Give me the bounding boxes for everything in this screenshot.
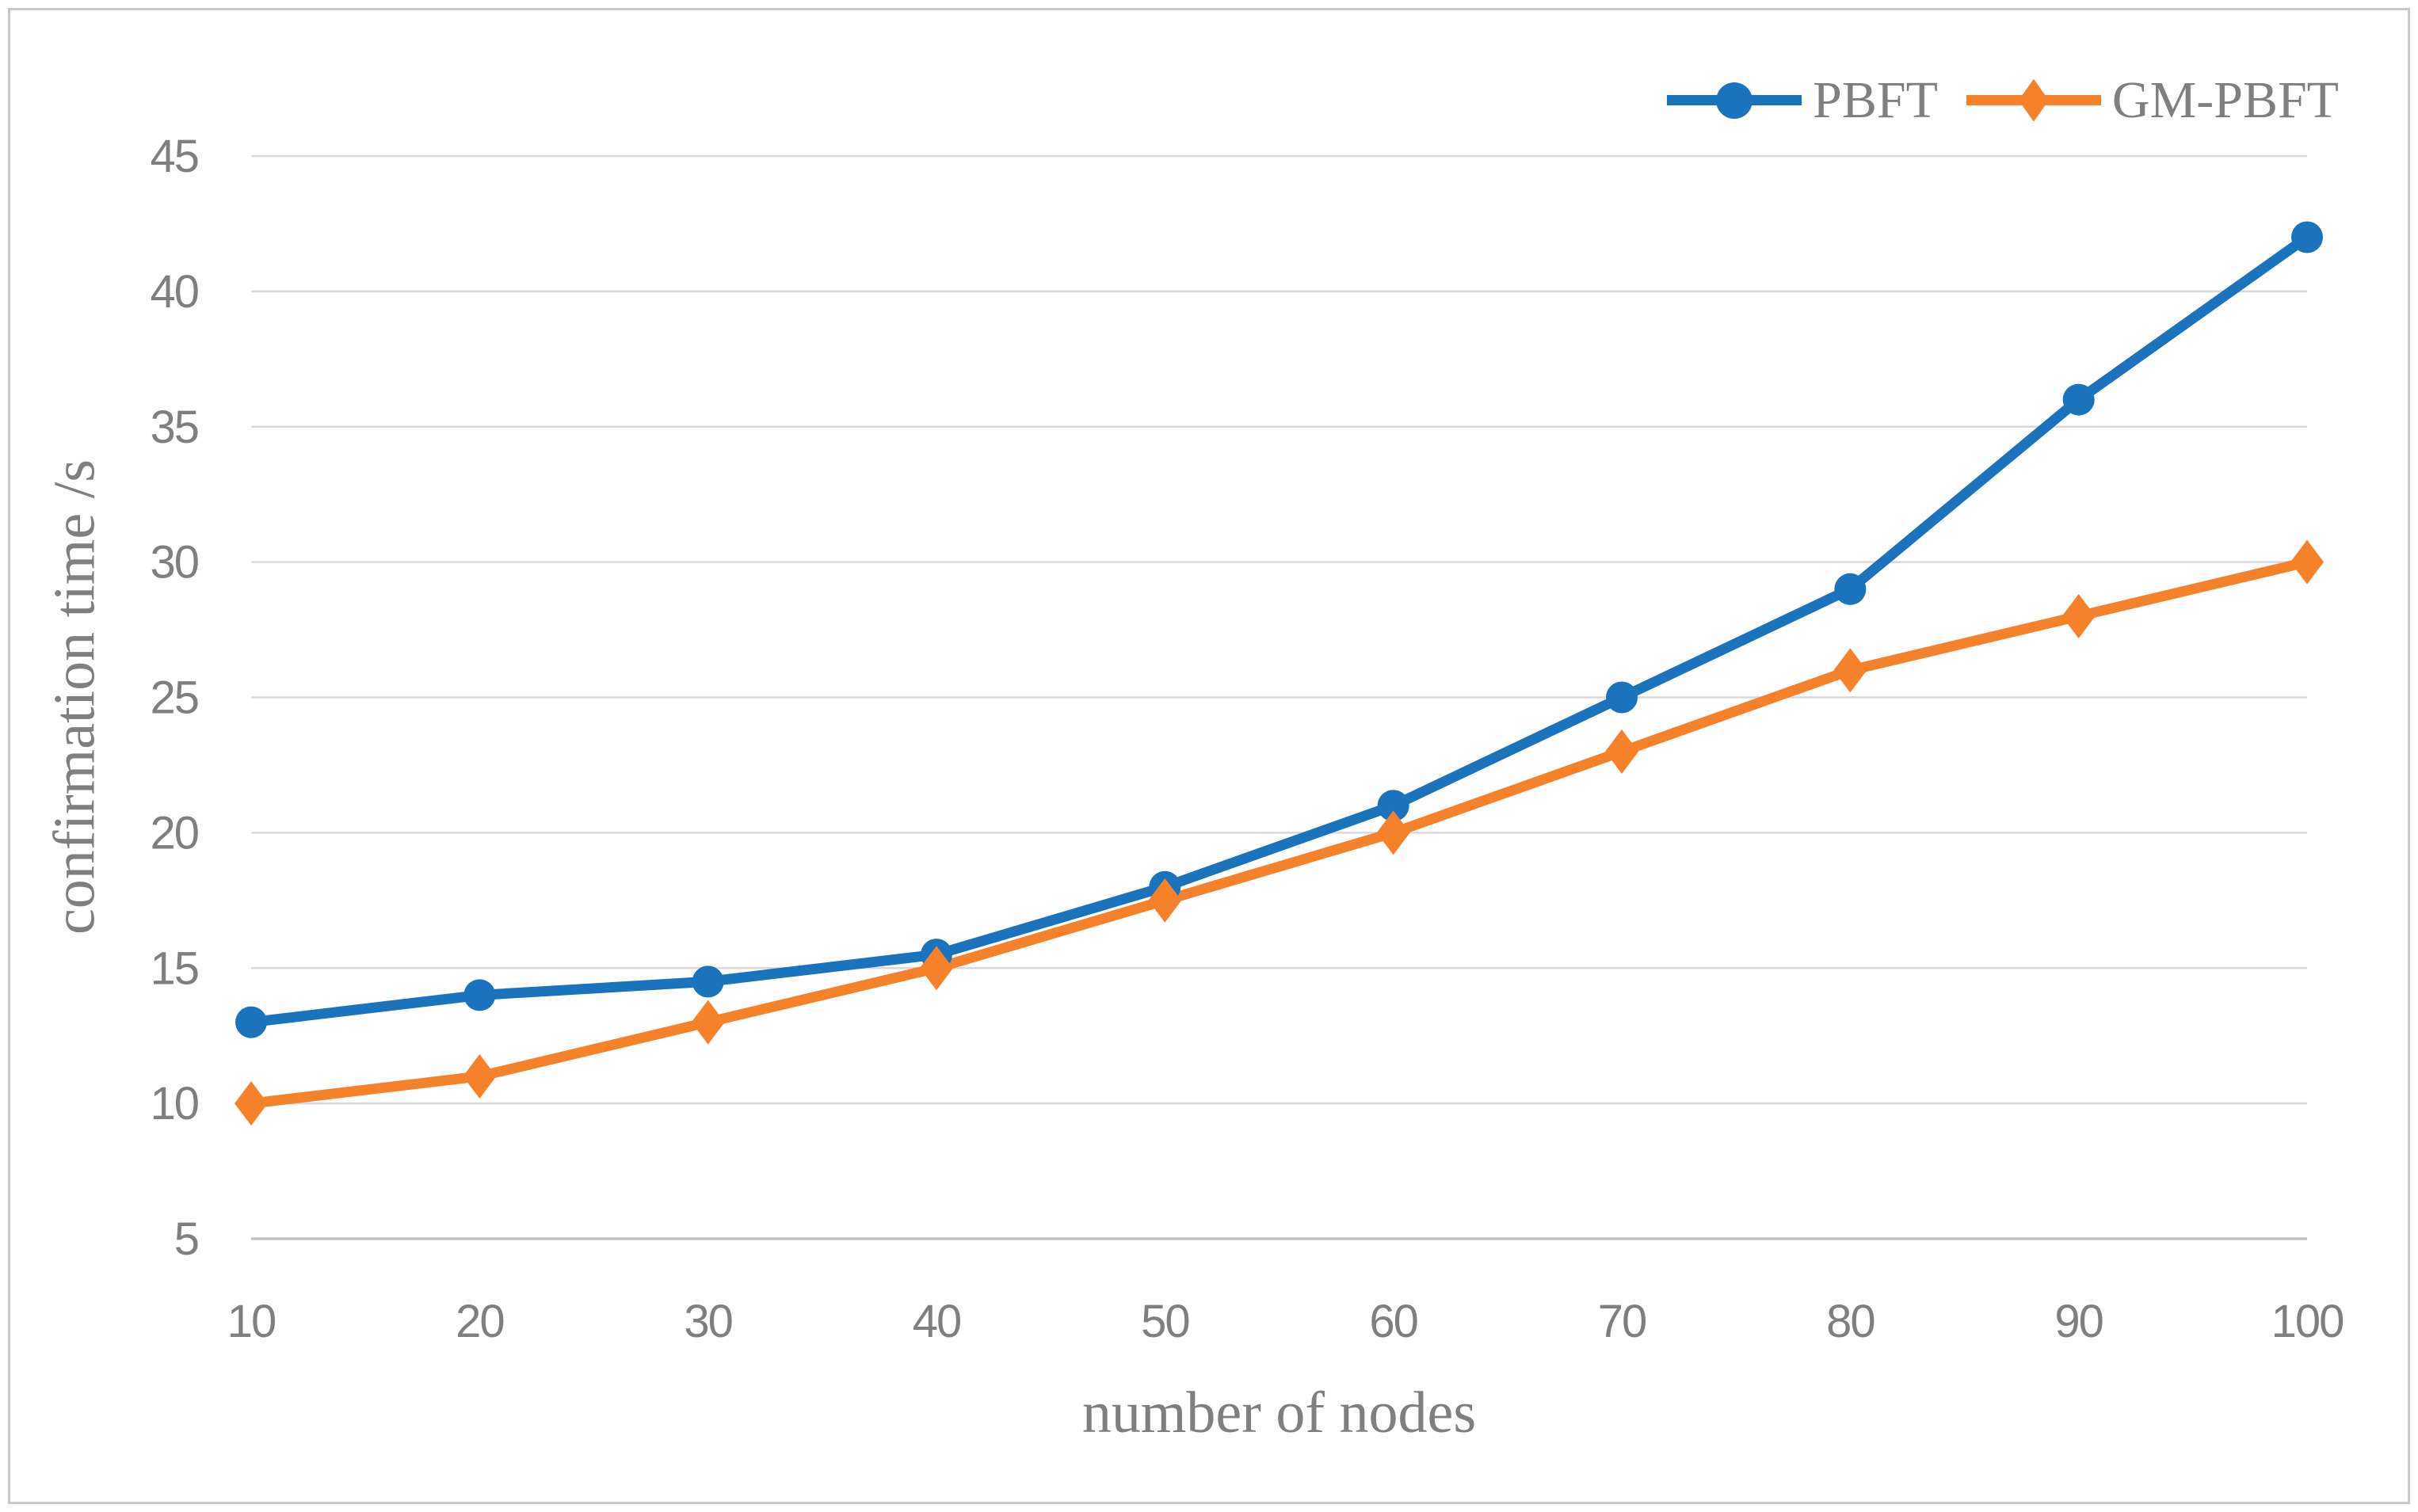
x-tick-label: 10 (227, 1296, 276, 1347)
x-tick-label: 60 (1369, 1296, 1417, 1347)
series-GM-PBFT-marker (463, 1053, 497, 1099)
series-GM-PBFT-line (246, 557, 2313, 1109)
series-GM-PBFT-marker (2290, 539, 2324, 585)
series-GM-PBFT-marker (2061, 593, 2096, 638)
chart-border-frame (8, 8, 2410, 1504)
x-tick-label: 80 (1826, 1296, 1875, 1347)
y-tick-label: 10 (150, 1078, 198, 1129)
gm-pbft-legend-swatch (1966, 78, 2101, 123)
series-PBFT-marker (1834, 573, 1867, 605)
x-tick-label: 100 (2271, 1296, 2344, 1347)
legend-label-pbft: PBFT (1813, 71, 1938, 129)
series-PBFT-marker (692, 965, 724, 998)
series-GM-PBFT-marker (235, 1081, 268, 1126)
x-tick-label: 30 (684, 1296, 732, 1347)
pbft-legend-swatch (1667, 78, 1802, 123)
x-tick-label: 90 (2054, 1296, 2103, 1347)
series-GM-PBFT-marker (920, 946, 953, 991)
x-tick-label: 20 (456, 1296, 504, 1347)
series-PBFT-marker (1377, 790, 1409, 822)
legend: PBFT GM-PBFT (1667, 73, 2339, 128)
y-axis-title: confirmation time /s (42, 459, 108, 935)
y-tick-label: 35 (150, 402, 198, 453)
series-PBFT-marker (463, 979, 496, 1011)
x-tick-label: 70 (1598, 1296, 1646, 1347)
series-PBFT-marker (2291, 221, 2323, 253)
legend-item-gm-pbft: GM-PBFT (1966, 73, 2339, 128)
x-axis-title: number of nodes (1081, 1381, 1477, 1445)
x-tick-label: 50 (1141, 1296, 1189, 1347)
series-PBFT-marker (235, 1006, 267, 1038)
y-tick-label: 15 (150, 943, 198, 994)
x-tick-label: 40 (913, 1296, 961, 1347)
series-GM-PBFT-marker (1376, 810, 1410, 855)
series-PBFT-marker (2062, 383, 2095, 416)
y-tick-label: 45 (150, 131, 198, 182)
y-tick-label: 30 (150, 537, 198, 588)
y-tick-label: 40 (150, 266, 198, 318)
legend-label-gm-pbft: GM-PBFT (2111, 71, 2339, 129)
series-GM-PBFT-marker (1148, 878, 1182, 923)
series-PBFT-line (246, 232, 2313, 1028)
y-tick-label: 20 (150, 807, 198, 859)
circle-marker-icon (1716, 82, 1753, 119)
series-GM-PBFT-marker (691, 1000, 725, 1045)
y-tick-label: 25 (150, 672, 198, 724)
legend-item-pbft: PBFT (1667, 73, 1938, 128)
series-PBFT-marker (1606, 681, 1638, 714)
series-GM-PBFT-marker (1605, 729, 1638, 774)
diamond-marker-icon (2018, 78, 2049, 122)
y-tick-label: 5 (174, 1213, 198, 1265)
series-GM-PBFT-marker (1833, 648, 1867, 693)
